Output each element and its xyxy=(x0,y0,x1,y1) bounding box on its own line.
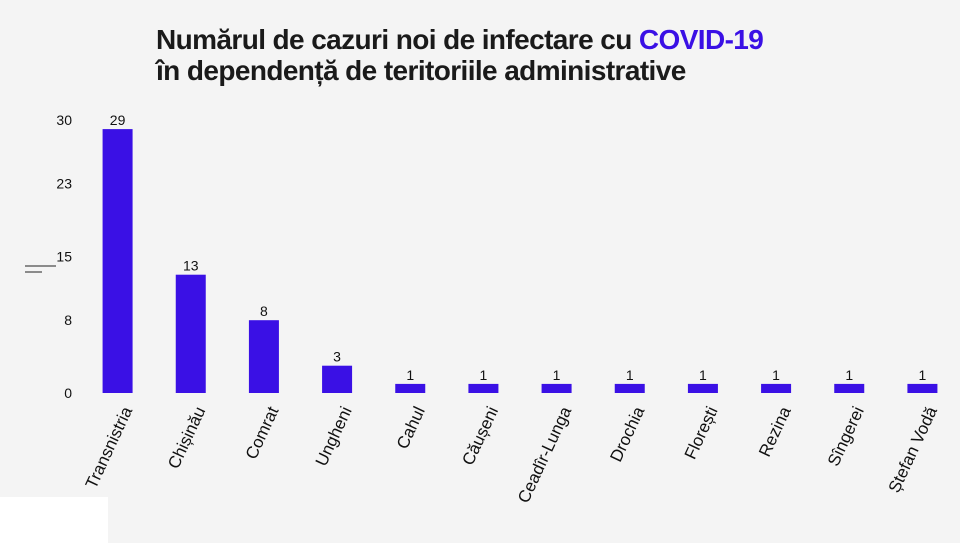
bar xyxy=(541,383,572,393)
x-tick-label: Ceadîr-Lunga xyxy=(514,403,575,506)
data-label: 3 xyxy=(333,349,341,365)
data-label: 13 xyxy=(183,258,199,274)
bar xyxy=(248,320,279,393)
x-tick-label: Cahul xyxy=(393,404,429,452)
data-label: 1 xyxy=(480,367,488,383)
x-tick-label: Florești xyxy=(681,404,722,463)
y-tick-label: 8 xyxy=(64,312,72,328)
bar xyxy=(687,383,718,393)
data-label: 1 xyxy=(772,367,780,383)
data-label: 1 xyxy=(919,367,927,383)
legend-marker xyxy=(25,265,56,273)
x-tick-label: Drochia xyxy=(606,403,648,465)
data-label: 8 xyxy=(260,303,268,319)
data-label: 29 xyxy=(110,112,126,128)
bar xyxy=(614,383,645,393)
x-tick-label: Căușeni xyxy=(458,404,502,469)
x-tick-label: Chișinău xyxy=(164,404,209,472)
x-tick-label: Ștefan Vodă xyxy=(885,403,942,495)
x-tick-label: Transnistria xyxy=(82,403,137,491)
y-tick-label: 30 xyxy=(56,112,72,128)
data-label: 1 xyxy=(845,367,853,383)
x-tick-label: Comrat xyxy=(242,403,283,462)
data-label: 1 xyxy=(699,367,707,383)
title-highlight: COVID-19 xyxy=(638,24,764,55)
corner-panel xyxy=(0,497,108,543)
data-label: 1 xyxy=(406,367,414,383)
x-tick-label: Sîngerei xyxy=(824,404,868,469)
bar xyxy=(834,383,865,393)
bars-group xyxy=(102,129,938,393)
y-tick-label: 23 xyxy=(56,176,72,192)
x-tick-label: Ungheni xyxy=(312,404,356,469)
chart-title: Numărul de cazuri noi de infectare cu CO… xyxy=(156,24,764,86)
bar xyxy=(102,129,133,393)
bar xyxy=(175,274,206,393)
bar xyxy=(907,383,938,393)
data-label: 1 xyxy=(626,367,634,383)
data-label: 1 xyxy=(553,367,561,383)
x-tick-label: Rezina xyxy=(755,403,795,459)
x-labels-group: Transnistria Chișinău Comrat Ungheni Cahul Că… xyxy=(82,403,942,506)
title-line2: în dependență de teritoriile administrat… xyxy=(156,55,686,86)
data-labels-group: 29 13 8 3 1 1 1 1 1 1 1 1 xyxy=(110,112,927,383)
title-line1-prefix: Numărul de cazuri noi de infectare cu xyxy=(156,24,639,55)
bar xyxy=(322,365,353,393)
y-tick-label: 0 xyxy=(64,385,72,401)
y-tick-label: 15 xyxy=(56,249,72,265)
bar xyxy=(395,383,426,393)
bar xyxy=(468,383,499,393)
bar xyxy=(761,383,792,393)
y-axis: 0 8 15 23 30 xyxy=(56,112,72,401)
